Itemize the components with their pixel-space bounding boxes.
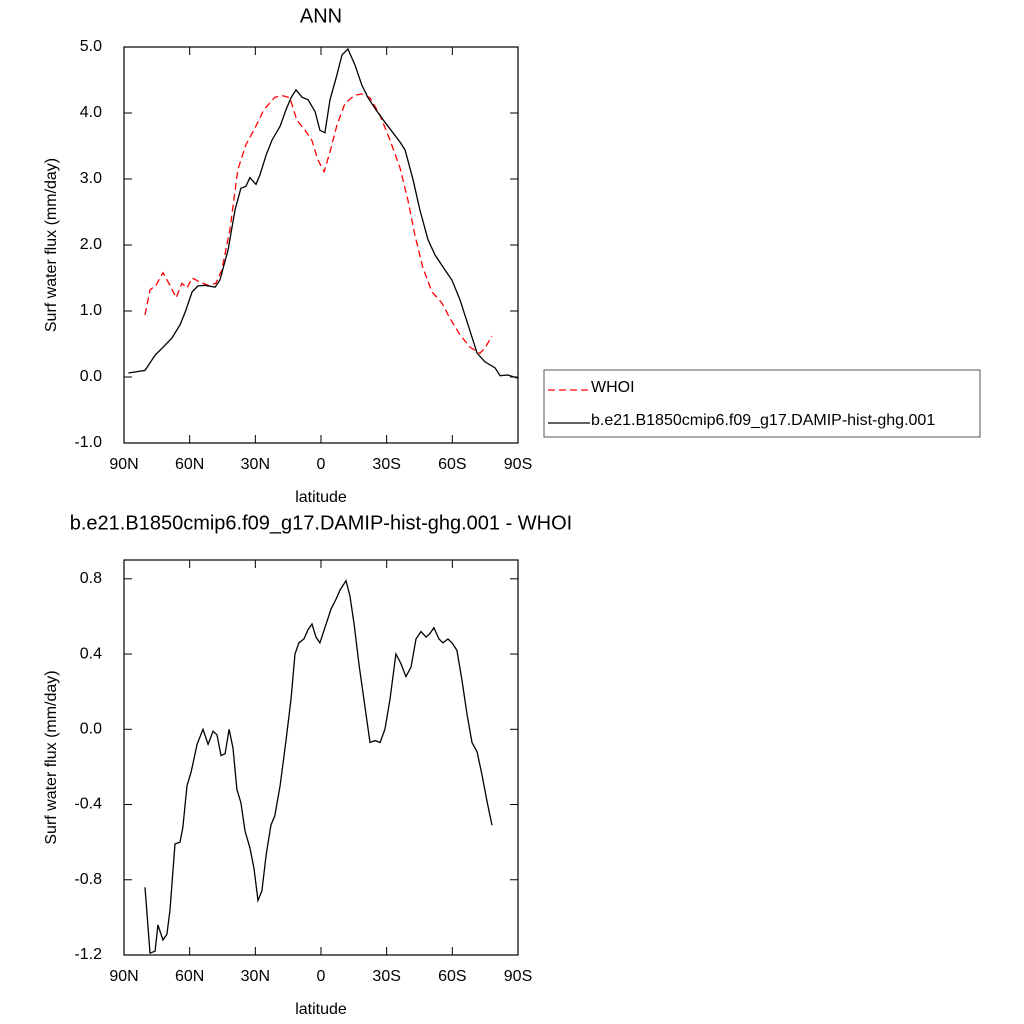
x-tick-label: 90N	[109, 456, 138, 473]
y-tick-label: -0.8	[74, 871, 102, 888]
legend-label: b.e21.B1850cmip6.f09_g17.DAMIP-hist-ghg.…	[591, 412, 935, 429]
x-tick-label: 30N	[241, 968, 270, 985]
y-tick-label: 1.0	[80, 302, 102, 319]
x-tick-label: 60N	[175, 968, 204, 985]
y-axis-label: Surf water flux (mm/day)	[43, 158, 60, 332]
x-tick-label: 60S	[438, 968, 466, 985]
y-tick-label: 4.0	[80, 104, 102, 121]
y-tick-label: 2.0	[80, 236, 102, 253]
x-tick-label: 0	[317, 968, 326, 985]
y-tick-label: -0.4	[74, 796, 102, 813]
y-tick-label: 3.0	[80, 170, 102, 187]
x-tick-label: 60S	[438, 456, 466, 473]
data-line	[144, 579, 493, 955]
x-tick-label: 0	[317, 456, 326, 473]
x-tick-label: 90N	[109, 968, 138, 985]
data-line	[144, 93, 493, 355]
data-line	[128, 47, 519, 379]
y-tick-label: -1.0	[74, 434, 102, 451]
y-tick-label: 0.0	[80, 368, 102, 385]
x-tick-label: 90S	[504, 968, 532, 985]
x-tick-label: 60N	[175, 456, 204, 473]
legend-label: WHOI	[591, 379, 635, 396]
y-tick-label: -1.2	[74, 946, 102, 963]
plot-frame	[123, 559, 519, 956]
chart-title: b.e21.B1850cmip6.f09_g17.DAMIP-hist-ghg.…	[70, 512, 572, 534]
y-axis-label: Surf water flux (mm/day)	[43, 670, 60, 844]
x-tick-label: 30N	[241, 456, 270, 473]
x-axis-label: latitude	[295, 489, 347, 506]
x-tick-label: 90S	[504, 456, 532, 473]
x-tick-label: 30S	[372, 456, 400, 473]
legend-box	[543, 369, 981, 438]
x-tick-label: 30S	[372, 968, 400, 985]
y-tick-label: 0.4	[80, 645, 102, 662]
y-tick-label: 5.0	[80, 38, 102, 55]
x-axis-label: latitude	[295, 1001, 347, 1018]
y-tick-label: 0.8	[80, 570, 102, 587]
plot-frame	[123, 46, 519, 444]
chart-title: ANN	[300, 5, 342, 27]
y-tick-label: 0.0	[80, 721, 102, 738]
